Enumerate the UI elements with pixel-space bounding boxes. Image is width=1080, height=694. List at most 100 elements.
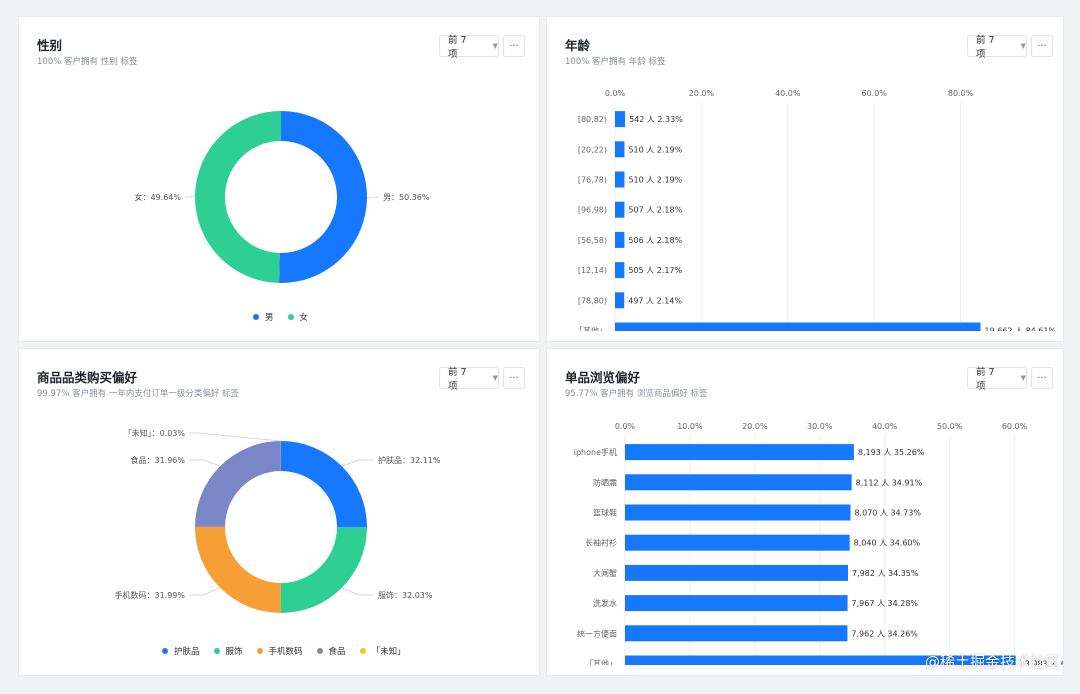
x-tick-label: 0.0% [615, 422, 636, 431]
top-n-label: 前 7 项 [448, 35, 467, 60]
bar-5[interactable] [625, 595, 848, 612]
label-leader-line [341, 459, 374, 467]
bar-6[interactable] [615, 292, 625, 309]
bar-3[interactable] [615, 201, 625, 218]
label-leader-line [189, 459, 221, 467]
label-leader-line [341, 587, 374, 596]
gender-panel: 性别 100% 客户拥有 性别 标签 前 7 项 ▼ ··· 男：50.36% 女… [18, 16, 540, 342]
category-label-item: 统一方便面 [577, 628, 617, 638]
legend-item[interactable]: 护肤品 [162, 645, 200, 657]
bar-value-label: 8,112 人 34.91% [856, 478, 923, 487]
top-n-select[interactable]: 前 7 项 ▼ [967, 35, 1027, 60]
legend-label: 「未知」 [371, 647, 406, 657]
bar-0[interactable] [615, 111, 626, 128]
bar-3[interactable] [625, 534, 850, 551]
more-button[interactable]: ··· [1031, 35, 1053, 57]
x-tick-label: 20.0% [742, 422, 768, 431]
top-n-label: 前 7 项 [976, 35, 995, 60]
bar-7[interactable] [615, 322, 981, 332]
chevron-down-icon: ▼ [1020, 42, 1026, 50]
bar-2[interactable] [625, 504, 851, 521]
x-tick-label: 80.0% [948, 89, 974, 98]
bar-value-label: 497 人 2.14% [628, 296, 682, 305]
category-label-item: 长袖衬衫 [585, 538, 617, 548]
gender-donut-chart: 男：50.36% 女：49.64% [134, 111, 430, 283]
x-tick-label: 60.0% [1002, 422, 1028, 431]
top-n-select[interactable]: 前 7 项 ▼ [439, 367, 499, 392]
browse-panel: 单品浏览偏好 95.77% 客户拥有 浏览商品偏好 标签 前 7 项 ▼ ···… [546, 348, 1064, 676]
top-n-select[interactable]: 前 7 项 ▼ [967, 367, 1027, 392]
more-button[interactable]: ··· [1031, 367, 1053, 389]
legend-item[interactable]: 服饰 [213, 645, 243, 657]
bar-value-label: 8,070 人 34.73% [854, 509, 921, 518]
bar-7[interactable] [625, 655, 1016, 666]
pie-slice-2[interactable] [195, 526, 281, 613]
category-label-item: 大闸蟹 [593, 568, 617, 578]
legend-dot [256, 648, 263, 654]
chevron-down-icon: ▼ [492, 374, 498, 382]
x-tick-label: 50.0% [937, 422, 963, 431]
bar-1[interactable] [625, 474, 852, 491]
gender-legend: 男女 [253, 311, 308, 323]
legend-item[interactable]: 手机数码 [256, 645, 303, 657]
category-label-item: 「其他」 [575, 326, 607, 332]
bar-value-label: 506 人 2.18% [628, 236, 682, 245]
browse-bar-chart: 0.0% 10.0% 20.0% 30.0% 40.0% 50.0% 60.0% iphone… [574, 422, 1063, 666]
bar-value-label: 510 人 2.19% [628, 176, 682, 185]
slice-label: 护肤品：32.11% [378, 455, 441, 465]
footer-watermark: @稀土掘金技术社区 [924, 653, 1060, 671]
pie-slice-0[interactable] [279, 111, 367, 283]
more-button[interactable]: ··· [503, 35, 525, 57]
bar-value-label: 507 人 2.18% [628, 206, 682, 215]
legend-dot [316, 648, 323, 654]
slice-label: 女：49.64% [134, 192, 181, 202]
legend-item[interactable]: 食品 [316, 645, 346, 657]
slice-label: 食品：31.96% [130, 455, 185, 465]
label-leader-line [185, 195, 196, 198]
bar-value-label: 7,982 人 34.35% [852, 569, 919, 578]
top-n-label: 前 7 项 [448, 367, 467, 392]
category-label-12-14: [12,14) [578, 266, 607, 275]
label-leader-line [189, 587, 221, 596]
slice-label: 手机数码：31.99% [114, 590, 185, 600]
bar-value-label: 7,967 人 34.28% [852, 599, 919, 608]
chevron-down-icon: ▼ [1020, 374, 1026, 382]
legend-item[interactable]: 男 [253, 311, 274, 323]
label-leader-line [189, 432, 281, 442]
legend-item[interactable]: 女 [287, 311, 308, 323]
legend-dot [359, 648, 366, 654]
bar-value-label: 8,193 人 35.26% [858, 448, 925, 457]
legend-dot [287, 314, 294, 320]
top-n-label: 前 7 项 [976, 367, 995, 392]
bar-4[interactable] [615, 231, 625, 248]
pie-slice-1[interactable] [194, 111, 281, 283]
more-button[interactable]: ··· [503, 367, 525, 389]
bar-1[interactable] [615, 141, 625, 158]
category-label-76-78: [76,78) [578, 176, 607, 185]
category-label-item: 防晒霜 [593, 477, 617, 487]
chevron-down-icon: ▼ [492, 42, 498, 50]
pie-slice-0[interactable] [281, 441, 367, 528]
panel-title: 年龄 [565, 38, 591, 53]
panel-subtitle: 99.97% 客户拥有 一年内支付订单一级分类偏好 标签 [37, 389, 240, 399]
category-label-20-22: [20,22) [578, 145, 607, 154]
bar-value-label: 510 人 2.19% [628, 145, 682, 154]
bar-value-label: 505 人 2.17% [628, 266, 682, 275]
bar-6[interactable] [625, 625, 848, 642]
panel-title: 商品品类购买偏好 [37, 370, 138, 385]
slice-label: 「未知」：0.03% [124, 428, 186, 438]
pie-slice-3[interactable] [195, 441, 281, 527]
pie-slice-1[interactable] [280, 527, 367, 613]
legend-label: 男 [265, 313, 274, 323]
bar-2[interactable] [615, 171, 625, 188]
category-label-96-98: [96,98) [578, 206, 607, 215]
legend-item[interactable]: 「未知」 [359, 645, 406, 657]
bar-5[interactable] [615, 262, 625, 279]
slice-label: 服饰：32.03% [378, 590, 433, 600]
category-label-56-58: [56,58) [578, 236, 607, 245]
top-n-select[interactable]: 前 7 项 ▼ [439, 35, 499, 60]
legend-label: 护肤品 [174, 647, 200, 657]
bar-0[interactable] [625, 444, 854, 461]
bar-4[interactable] [625, 564, 849, 581]
bar-value-label: 8,040 人 34.60% [854, 539, 921, 548]
